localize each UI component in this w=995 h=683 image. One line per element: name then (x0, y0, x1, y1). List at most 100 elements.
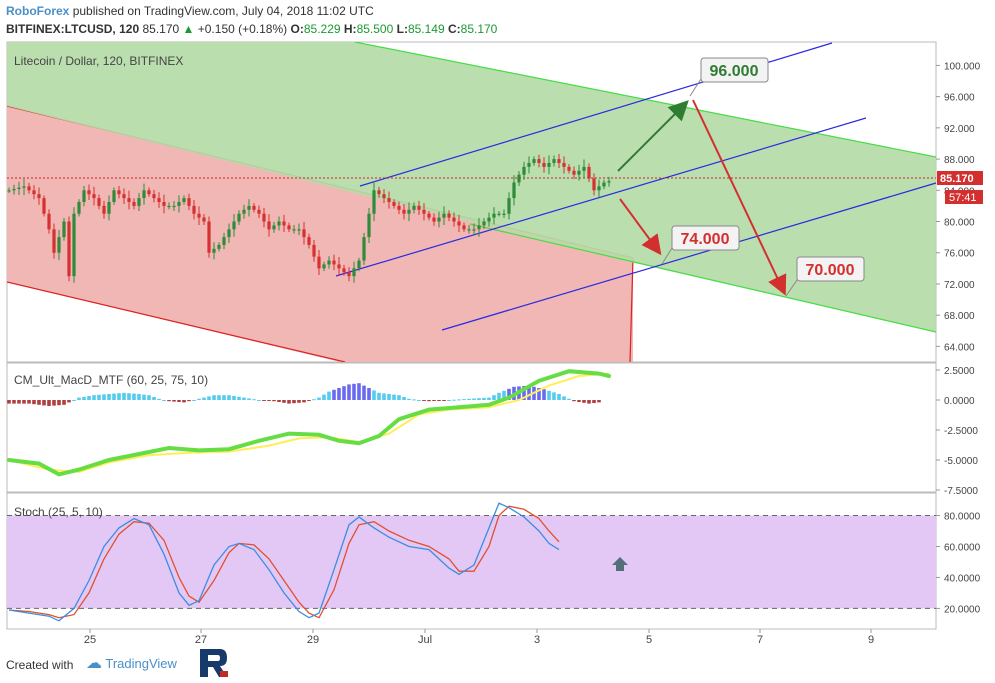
macd-histogram-bar (232, 396, 236, 400)
stoch-band-fill (7, 515, 936, 609)
macd-y-axis: 2.5000 0.0000 -2.5000 -5.0000 -7.5000 (936, 366, 978, 497)
macd-histogram-bar (562, 396, 566, 400)
target-down-arrow (619, 198, 662, 256)
macd-histogram-bar (407, 398, 411, 400)
candle-body (482, 221, 486, 226)
macd-histogram-bar (22, 400, 26, 404)
macd-histogram-bar (202, 397, 206, 400)
candle-body (547, 162, 551, 167)
candle-body (332, 260, 336, 265)
macd-histogram-bar (507, 388, 511, 400)
candle-body (362, 237, 366, 261)
macd-histogram-bar (262, 400, 266, 401)
macd-histogram-bar (437, 400, 441, 401)
candle-body (252, 205, 256, 210)
candle-body (42, 198, 46, 214)
macd-histogram-bar (327, 391, 331, 400)
macd-histogram-bar (397, 395, 401, 400)
tradingview-link[interactable]: ☁ TradingView (86, 653, 177, 673)
macd-histogram-bar (527, 385, 531, 400)
macd-histogram-bar (347, 384, 351, 400)
publish-info: published on TradingView.com, July 04, 2… (72, 4, 374, 18)
candle-body (312, 244, 316, 257)
candle-body (32, 190, 36, 195)
candle-body (327, 260, 331, 265)
candle-body (517, 174, 521, 183)
macd-histogram-bar (187, 400, 191, 402)
macd-histogram-bar (142, 394, 146, 400)
candle-body (337, 264, 341, 269)
macd-histogram-bar (267, 400, 271, 401)
macd-histogram-bar (182, 400, 186, 403)
bull-channel-fill (7, 42, 936, 332)
time-tick-label: 25 (84, 634, 96, 646)
macd-histogram-bar (522, 386, 526, 400)
main-y-tick-label: 96.000 (944, 93, 975, 104)
blue-channel-mid (335, 117, 867, 277)
macd-histogram-bar (457, 399, 461, 401)
bear-channel-fill (7, 106, 633, 362)
bear-channel-end (629, 257, 634, 362)
close-label: C: (447, 22, 461, 36)
candle-body (152, 194, 156, 199)
candle-body (202, 217, 206, 222)
target-96-box[interactable] (700, 57, 769, 83)
stoch-y-tick-label: 20.0000 (944, 604, 981, 615)
macd-histogram-bar (317, 397, 321, 400)
candle-body (602, 182, 606, 187)
candle-body (72, 213, 76, 277)
candle-body (582, 166, 586, 171)
candle-body (272, 225, 276, 230)
candle-body (432, 217, 436, 222)
publish-line: RoboForex published on TradingView.com, … (6, 4, 374, 18)
candle-body (207, 221, 211, 253)
target-74-box[interactable] (671, 225, 740, 251)
candle-body (197, 213, 201, 218)
candle-body (212, 248, 216, 253)
candle-body (417, 205, 421, 210)
brand-name[interactable]: RoboForex (6, 4, 70, 18)
candle-body (227, 229, 231, 238)
macd-histogram-bar (42, 400, 46, 406)
macd-histogram-bar (382, 393, 386, 400)
candles-group (7, 154, 611, 283)
footer-created: Created with (6, 658, 74, 672)
stoch-title: Stoch (25, 5, 10) (14, 505, 103, 519)
countdown-tag (945, 190, 983, 204)
candle-body (472, 229, 476, 231)
macd-histogram-bar (362, 385, 366, 400)
macd-histogram-bar (462, 399, 466, 401)
price-change: +0.150 (+0.18%) (197, 22, 288, 36)
macd-histogram-bar (547, 390, 551, 400)
macd-histogram-bar (297, 400, 301, 403)
macd-histogram-bar (62, 400, 66, 405)
candle-body (177, 202, 181, 206)
candle-body (222, 237, 226, 245)
macd-histogram-bar (412, 399, 416, 401)
candle-body (117, 190, 121, 195)
target-70-box[interactable] (796, 256, 865, 282)
macd-histogram-bar (222, 395, 226, 400)
up-arrow-icon: ▲ (182, 22, 195, 36)
macd-histogram-bar (287, 400, 291, 404)
macd-histogram-bar (167, 400, 171, 402)
candle-body (17, 187, 21, 189)
target-up-arrow (617, 100, 689, 172)
target-down-long-arrow (692, 99, 787, 296)
macd-histogram-bar (122, 392, 126, 400)
macd-histogram-bar (37, 400, 41, 405)
candle-body (257, 209, 261, 214)
macd-histogram-bar (432, 400, 436, 401)
stoch-y-tick-label: 60.0000 (944, 542, 981, 553)
candle-body (492, 213, 496, 218)
macd-histogram-bar (492, 395, 496, 400)
macd-histogram (7, 383, 601, 406)
macd-histogram-bar (302, 400, 306, 403)
candle-body (447, 213, 451, 218)
candle-body (282, 221, 286, 226)
candle-body (407, 209, 411, 214)
macd-histogram-bar (12, 400, 16, 404)
macd-histogram-bar (467, 398, 471, 400)
macd-histogram-bar (337, 388, 341, 400)
